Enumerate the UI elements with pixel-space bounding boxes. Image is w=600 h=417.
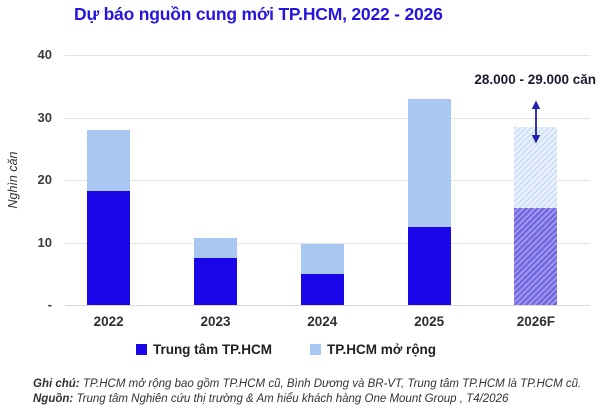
x-label-2024: 2024 xyxy=(307,314,338,329)
legend-item-mo-rong: TP.HCM mở rộng xyxy=(309,342,437,357)
bar-2024-segment-1 xyxy=(300,244,344,274)
y-tick--: - xyxy=(47,297,52,312)
x-label-2025: 2025 xyxy=(414,314,445,329)
x-label-2022: 2022 xyxy=(93,314,124,329)
note-nguon: Nguồn: Trung tâm Nghiên cứu thị trường &… xyxy=(33,392,581,407)
range-arrow-icon xyxy=(528,100,544,144)
note-ghi-chu-text: TP.HCM mở rộng bao gồm TP.HCM cũ, Bình D… xyxy=(82,378,582,390)
note-nguon-label: Nguồn: xyxy=(33,393,74,406)
legend-label-primary: Trung tâm TP.HCM xyxy=(152,342,272,357)
legend-swatch-primary-icon xyxy=(135,344,147,355)
gridline-- xyxy=(65,305,590,306)
gridline-40 xyxy=(65,55,590,56)
note-ghi-chu: Ghi chú: TP.HCM mở rộng bao gồm TP.HCM c… xyxy=(33,377,581,392)
bar-2026F-segment-0 xyxy=(514,208,558,305)
footnotes: Ghi chú: TP.HCM mở rộng bao gồm TP.HCM c… xyxy=(33,377,581,407)
legend-label-secondary: TP.HCM mở rộng xyxy=(326,342,437,357)
bar-2025-segment-1 xyxy=(407,98,451,227)
y-axis-title: Nghìn căn xyxy=(6,151,20,209)
note-nguon-text: Trung tâm Nghiên cứu thị trường & Am hiể… xyxy=(76,393,509,406)
annotation-label: 28.000 - 29.000 căn xyxy=(474,72,596,87)
legend: Trung tâm TP.HCM TP.HCM mở rộng xyxy=(0,342,600,357)
gridline-30 xyxy=(65,117,590,119)
y-tick-20: 20 xyxy=(37,172,52,187)
chart-title: Dự báo nguồn cung mới TP.HCM, 2022 - 202… xyxy=(74,4,443,24)
bar-2025-segment-0 xyxy=(407,226,451,305)
legend-swatch-secondary-icon xyxy=(309,344,321,355)
note-ghi-chu-label: Ghi chú: xyxy=(33,378,80,390)
bar-2024-segment-0 xyxy=(300,273,344,305)
gridline-10 xyxy=(65,242,590,244)
y-tick-10: 10 xyxy=(37,234,52,250)
legend-item-trung-tam: Trung tâm TP.HCM xyxy=(135,342,272,357)
gridline-20 xyxy=(65,180,590,181)
y-tick-30: 30 xyxy=(37,109,52,125)
y-tick-40: 40 xyxy=(37,47,52,62)
bar-2022-segment-1 xyxy=(87,130,131,192)
bar-2022-segment-0 xyxy=(87,191,131,305)
bar-2023-segment-1 xyxy=(194,238,237,258)
x-label-2023: 2023 xyxy=(200,314,231,329)
bar-2023-segment-0 xyxy=(194,257,237,305)
x-label-2026F: 2026F xyxy=(516,314,556,329)
